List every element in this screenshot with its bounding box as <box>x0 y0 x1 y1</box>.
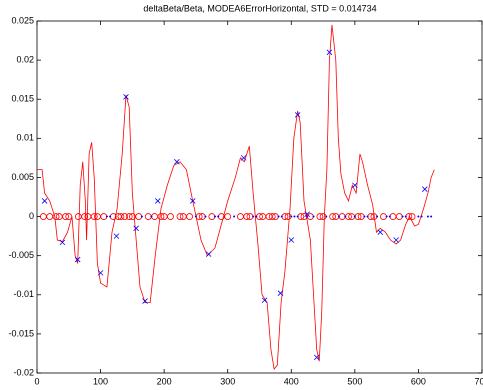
plot-area <box>36 20 483 374</box>
dot-marker <box>388 215 391 218</box>
dot-marker <box>325 215 328 218</box>
y-tick-label: 0.025 <box>11 15 34 25</box>
x-marker <box>155 198 161 204</box>
dot-marker <box>363 215 366 218</box>
x-marker <box>393 237 399 243</box>
dot-marker <box>290 215 293 218</box>
dot-marker <box>252 215 255 218</box>
circle-marker <box>117 213 125 220</box>
circle-marker <box>52 213 60 220</box>
x-marker <box>133 225 139 232</box>
dot-marker <box>277 215 280 218</box>
y-tick-label: 0.02 <box>16 54 34 64</box>
x-marker <box>352 182 358 189</box>
x-marker <box>113 233 120 239</box>
circle-marker <box>65 213 73 220</box>
y-tick-label: -0.005 <box>8 250 34 260</box>
dot-marker <box>105 215 108 218</box>
circle-marker <box>125 213 133 220</box>
circle-marker <box>316 213 324 220</box>
circle-marker <box>167 213 174 220</box>
x-tick-label: 100 <box>93 376 108 386</box>
y-tick-label: -0.01 <box>13 289 34 299</box>
dot-marker <box>353 215 356 218</box>
dot-marker <box>430 215 433 218</box>
dot-marker <box>150 215 153 218</box>
circle-marker <box>81 213 89 220</box>
dot-marker <box>385 215 388 218</box>
circle-marker <box>329 213 337 220</box>
x-marker <box>74 256 81 263</box>
dot-marker <box>109 215 112 218</box>
x-marker <box>123 94 129 100</box>
x-tick-label: 200 <box>157 376 172 386</box>
x-marker <box>174 159 180 165</box>
x-marker <box>422 186 428 192</box>
circle-marker <box>62 213 70 220</box>
circle-marker <box>121 213 129 220</box>
x-marker <box>377 229 384 235</box>
dot-marker <box>293 215 296 218</box>
y-tick-label: 0 <box>29 211 34 221</box>
circle-marker <box>186 213 193 220</box>
dot-marker <box>417 215 420 218</box>
x-marker <box>277 290 284 296</box>
dot-marker <box>233 215 236 218</box>
x-marker <box>288 237 295 243</box>
dot-marker <box>204 215 207 218</box>
dot-marker <box>312 215 315 218</box>
x-marker <box>326 49 333 56</box>
x-marker <box>59 239 66 246</box>
x-marker <box>189 198 196 204</box>
x-marker <box>313 354 320 361</box>
y-tick-label: 0.015 <box>11 94 34 104</box>
x-tick-label: 700 <box>474 376 483 386</box>
circle-marker <box>176 213 184 220</box>
circle-marker <box>90 213 98 220</box>
data-line <box>37 24 435 371</box>
circle-marker <box>157 213 165 220</box>
dot-marker <box>306 215 309 218</box>
dot-marker <box>337 215 340 218</box>
dot-marker <box>214 215 216 218</box>
dot-marker <box>296 215 299 218</box>
x-marker <box>142 298 148 304</box>
y-tick-label: 0.01 <box>16 133 34 143</box>
y-tick-label: -0.015 <box>8 328 34 338</box>
x-marker <box>205 251 212 257</box>
dot-marker <box>140 215 143 218</box>
dot-marker <box>366 215 369 218</box>
x-tick-label: 300 <box>220 376 235 386</box>
dot-marker <box>376 215 379 218</box>
dot-marker <box>217 215 220 218</box>
circle-marker <box>224 213 232 220</box>
x-marker <box>240 155 247 161</box>
x-marker <box>41 198 48 204</box>
x-marker <box>97 270 104 276</box>
dot-marker <box>420 215 423 218</box>
circle-marker <box>243 213 251 220</box>
x-tick-label: 600 <box>411 376 426 386</box>
dot-marker <box>404 215 407 218</box>
x-marker <box>304 211 310 217</box>
circle-marker <box>408 213 416 220</box>
dot-marker <box>344 215 347 218</box>
x-marker <box>294 112 301 118</box>
y-tick-label: -0.02 <box>13 367 34 377</box>
dot-marker <box>426 215 429 218</box>
x-tick-label: 0 <box>34 376 39 386</box>
dot-marker <box>255 215 258 218</box>
x-marker <box>261 297 268 304</box>
dot-marker <box>194 215 197 218</box>
dot-marker <box>401 215 404 218</box>
y-tick-label: 0.005 <box>11 172 34 182</box>
x-tick-label: 400 <box>284 376 299 386</box>
dot-marker <box>280 215 283 218</box>
circle-marker <box>268 213 276 220</box>
x-tick-label: 500 <box>347 376 362 386</box>
chart-title: deltaBeta/Beta, MODEA6ErrorHorizontal, S… <box>143 3 376 13</box>
